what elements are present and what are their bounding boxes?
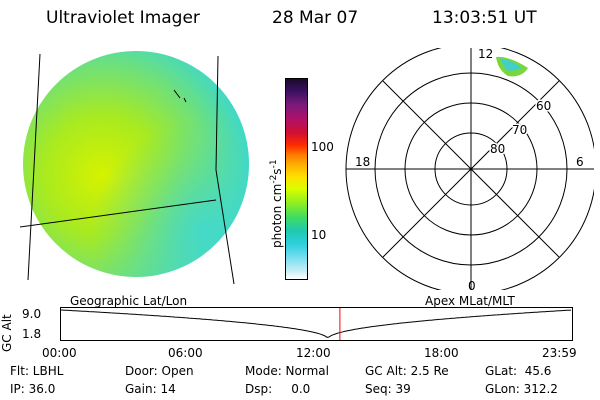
apex-label: Apex MLat/MLT — [425, 294, 515, 308]
polar-plot: 12 18 6 0 60 70 80 — [345, 48, 594, 290]
info-door: Door: Open — [125, 364, 194, 378]
info-gc-alt: GC Alt: 2.5 Re — [365, 364, 449, 378]
geographic-label: Geographic Lat/Lon — [70, 294, 188, 308]
lat-label-70: 70 — [512, 123, 527, 137]
info-mode: Mode: Normal — [245, 364, 329, 378]
polar-grid — [345, 48, 594, 290]
colorbar-tick-10: 10 — [311, 228, 327, 242]
date-label: 28 Mar 07 — [272, 8, 359, 28]
geographic-grid-lines — [20, 53, 235, 285]
alt-plot-frame — [60, 307, 573, 341]
mlt-label-6: 6 — [576, 155, 584, 169]
mlt-label-12: 12 — [478, 48, 493, 61]
alt-xtick-1200: 12:00 — [296, 346, 331, 360]
info-ip: IP: 36.0 — [10, 382, 56, 396]
info-glon: GLon: 312.2 — [485, 382, 558, 396]
mlt-label-0: 0 — [468, 279, 476, 290]
altitude-trace — [60, 309, 572, 338]
lat-label-60: 60 — [536, 99, 551, 113]
alt-plot-ylabel: GC Alt — [0, 314, 14, 352]
lat-label-80: 80 — [490, 142, 505, 156]
info-seq: Seq: 39 — [365, 382, 411, 396]
alt-xtick-1800: 18:00 — [424, 346, 459, 360]
colorbar-tick-100: 100 — [311, 140, 334, 154]
time-label: 13:03:51 UT — [432, 8, 537, 28]
color-bar — [285, 78, 308, 280]
earth-uv-image — [20, 51, 249, 285]
alt-ytick-low: 1.8 — [22, 327, 42, 341]
info-glat: GLat: 45.6 — [485, 364, 552, 378]
alt-ytick-high: 9.0 — [22, 307, 42, 321]
info-gain: Gain: 14 — [125, 382, 176, 396]
mlt-label-18: 18 — [355, 155, 370, 169]
info-filter: Flt: LBHL — [10, 364, 64, 378]
altitude-plot — [60, 307, 573, 341]
alt-xtick-0000: 00:00 — [42, 346, 77, 360]
alt-xtick-0600: 06:00 — [168, 346, 203, 360]
info-dsp: Dsp: 0.0 — [245, 382, 311, 396]
instrument-title: Ultraviolet Imager — [46, 8, 200, 28]
colorbar-label: photon cm-2s-1 — [269, 159, 284, 248]
alt-xtick-2359: 23:59 — [542, 346, 577, 360]
